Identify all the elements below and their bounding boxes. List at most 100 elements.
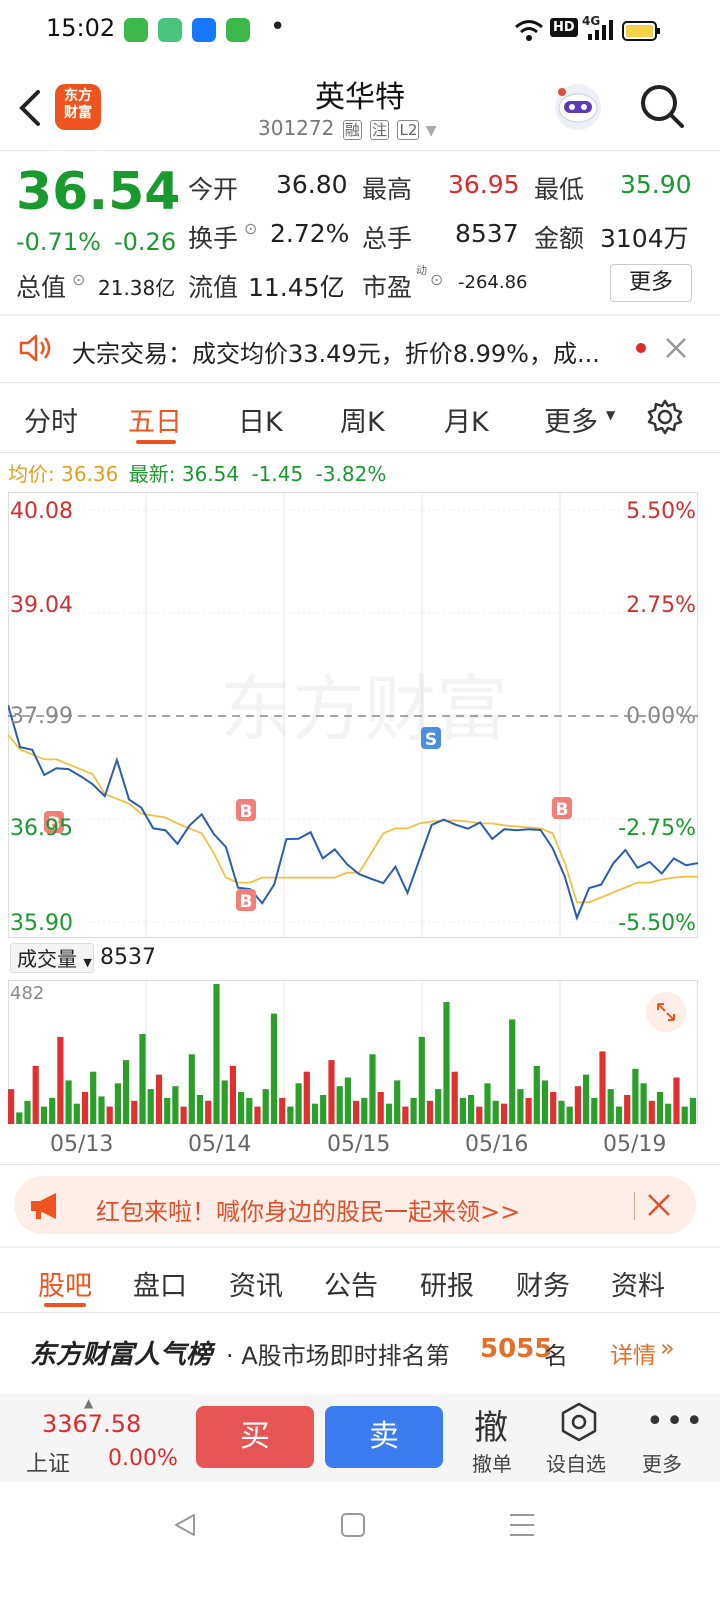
margin-tag: 融	[342, 120, 362, 140]
tab-more[interactable]: 更多	[544, 407, 598, 438]
nav-back-icon[interactable]	[172, 1512, 198, 1538]
buy-button[interactable]: 买	[196, 1406, 314, 1468]
buy-marker: B	[44, 811, 64, 834]
avg-label: 均价:	[8, 462, 55, 486]
dropdown-triangle-icon[interactable]: ▼	[425, 123, 437, 139]
volume-bar	[221, 1080, 228, 1124]
close-icon[interactable]	[646, 1192, 672, 1218]
logo-line1: 东方	[64, 88, 92, 104]
robot-assistant-icon[interactable]	[552, 82, 604, 132]
volume-bar	[435, 1089, 442, 1124]
notification-dot: •	[270, 12, 286, 42]
index-change[interactable]: 0.00%	[108, 1446, 178, 1471]
volume-bar	[40, 1106, 48, 1124]
tab-announcements[interactable]: 公告	[324, 1271, 378, 1302]
volume-bar	[591, 1097, 598, 1124]
volume-bar	[550, 1092, 557, 1124]
index-value[interactable]: 3367.58	[42, 1410, 142, 1438]
volume-bar	[665, 1103, 672, 1124]
volume-bar	[73, 1103, 80, 1124]
volume-bar	[615, 1106, 623, 1124]
more-label[interactable]: 更多	[642, 1452, 682, 1476]
buy-marker: B	[236, 889, 256, 912]
alipay-notification-icon	[192, 18, 216, 42]
high-label: 最高	[362, 175, 413, 204]
tab-daily-k[interactable]: 日K	[238, 407, 283, 438]
volume-bar	[369, 1054, 376, 1124]
index-name[interactable]: 上证	[26, 1452, 71, 1477]
volume-bar	[24, 1100, 31, 1124]
nav-menu-icon[interactable]	[508, 1512, 536, 1538]
tab-finance[interactable]: 财务	[516, 1271, 570, 1302]
rank-detail-link[interactable]: 详情	[610, 1343, 656, 1369]
sell-button[interactable]: 卖	[325, 1406, 443, 1468]
y-axis-price-tick: 36.95	[10, 816, 73, 841]
date-label: 05/13	[50, 1132, 114, 1157]
nav-home-icon[interactable]	[340, 1512, 366, 1538]
block-trade-notice[interactable]: 大宗交易：成交均价33.49元，折价8.99%，成...	[72, 340, 600, 368]
dropdown-triangle-icon[interactable]: ▼	[606, 408, 616, 422]
collapse-arrow-icon[interactable]: ▲	[84, 1396, 94, 1410]
avg-value: 36.36	[61, 462, 119, 486]
date-label: 05/14	[188, 1132, 252, 1157]
close-icon[interactable]	[664, 336, 688, 360]
add-watchlist-icon[interactable]	[560, 1402, 598, 1442]
more-icon[interactable]: •••	[646, 1404, 706, 1439]
volume-bar	[385, 1103, 393, 1124]
red-packet-banner[interactable]	[14, 1176, 696, 1234]
tab-profile[interactable]: 资料	[611, 1271, 665, 1302]
volume-indicator-select[interactable]: 成交量 ▼	[10, 943, 94, 973]
latest-change-pct: -3.82%	[315, 462, 387, 486]
tab-monthly-k[interactable]: 月K	[444, 407, 489, 438]
more-quote-button[interactable]: 更多	[610, 264, 692, 302]
five-day-price-chart[interactable]: 东方财富 B B B S B 40.08 39.04 37.99 36.95 35.90 5.50…	[8, 492, 698, 938]
volume-bar	[344, 1077, 351, 1124]
rank-brand: 东方财富人气榜	[30, 1340, 213, 1370]
latest-change: -1.45	[251, 462, 304, 486]
volume-bar	[172, 1086, 179, 1124]
cancel-order-label[interactable]: 撤单	[472, 1452, 512, 1476]
tab-news[interactable]: 资讯	[229, 1271, 283, 1302]
unread-dot	[636, 343, 646, 353]
app-notification-icon	[124, 18, 148, 42]
price-line	[8, 704, 698, 921]
gear-icon[interactable]	[646, 398, 684, 436]
info-icon[interactable]: ⊙	[72, 270, 86, 289]
expand-chart-button[interactable]	[646, 992, 686, 1032]
volume-chart[interactable]: 482	[8, 980, 698, 1124]
stock-name: 英华特	[315, 80, 405, 115]
back-arrow-icon[interactable]	[14, 88, 44, 128]
volume-bar	[106, 1106, 113, 1124]
low-value: 35.90	[620, 170, 692, 199]
tab-guba[interactable]: 股吧	[38, 1271, 92, 1302]
volume-label: 总手	[362, 224, 413, 253]
add-watchlist-label[interactable]: 设自选	[546, 1452, 606, 1476]
volume-bar	[287, 1106, 294, 1124]
search-icon[interactable]	[638, 82, 686, 132]
info-icon[interactable]: ⊙	[244, 219, 258, 238]
tab-research[interactable]: 研报	[420, 1271, 474, 1302]
change-percent: -0.71%	[16, 228, 101, 256]
tab-weekly-k[interactable]: 周K	[340, 407, 385, 438]
volume-bar	[196, 1095, 204, 1124]
tab-pankou[interactable]: 盘口	[133, 1271, 187, 1302]
tab-intraday[interactable]: 分时	[24, 407, 78, 438]
tab-five-day[interactable]: 五日	[128, 407, 182, 438]
divider	[0, 1312, 720, 1313]
banner-text[interactable]: 红包来啦！喊你身边的股民一起来领>>	[96, 1198, 521, 1226]
date-label: 05/15	[327, 1132, 391, 1157]
divider	[0, 382, 720, 383]
volume-bar	[188, 1054, 195, 1124]
volume-bar	[533, 1065, 540, 1124]
cancel-order-icon[interactable]: 撤	[474, 1408, 508, 1448]
volume-indicator-label: 成交量	[17, 947, 77, 971]
dropdown-triangle-icon: ▼	[83, 956, 92, 969]
y-axis-price-tick: 37.99	[10, 704, 73, 729]
banner-divider	[634, 1192, 635, 1220]
double-chevron-icon[interactable]: »	[660, 1334, 675, 1362]
volume-bar	[476, 1106, 483, 1124]
message-notification-icon	[226, 18, 250, 42]
volume-bar	[114, 1083, 121, 1124]
info-icon[interactable]: ⊙	[430, 270, 444, 289]
amount-value: 3104万	[600, 224, 689, 253]
